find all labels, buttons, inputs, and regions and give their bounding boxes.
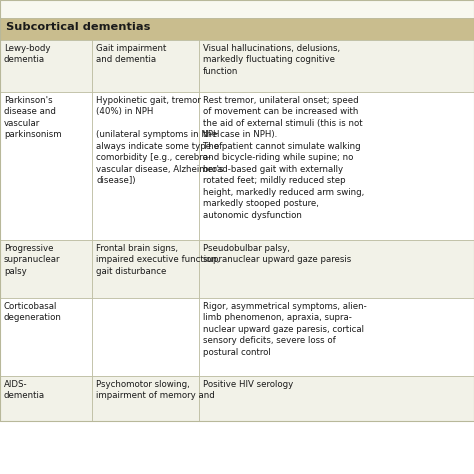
Bar: [92, 240, 199, 298]
Bar: [92, 40, 199, 92]
Text: AIDS-
dementia: AIDS- dementia: [4, 380, 45, 401]
Bar: [0, 298, 92, 376]
Text: Rigor, asymmetrical symptoms, alien-
limb phenomenon, apraxia, supra-
nuclear up: Rigor, asymmetrical symptoms, alien- lim…: [203, 302, 367, 357]
Bar: [199, 298, 474, 376]
Text: Parkinson's
disease and
vascular
parkinsonism: Parkinson's disease and vascular parkins…: [4, 96, 62, 139]
Bar: [92, 298, 199, 376]
Bar: [0, 18, 474, 40]
Bar: [199, 240, 474, 298]
Bar: [0, 0, 474, 421]
Bar: [92, 92, 199, 240]
Text: Rest tremor, unilateral onset; speed
of movement can be increased with
the aid o: Rest tremor, unilateral onset; speed of …: [203, 96, 365, 219]
Text: Visual hallucinations, delusions,
markedly fluctuating cognitive
function: Visual hallucinations, delusions, marked…: [203, 44, 340, 76]
Text: Hypokinetic gait, tremor
(40%) in NPH

(unilateral symptoms in NPH
always indica: Hypokinetic gait, tremor (40%) in NPH (u…: [96, 96, 224, 185]
Bar: [92, 376, 199, 421]
Bar: [199, 376, 474, 421]
Bar: [199, 92, 474, 240]
Text: Subcortical dementias: Subcortical dementias: [6, 22, 150, 32]
Text: Pseudobulbar palsy,
supranuclear upward gaze paresis: Pseudobulbar palsy, supranuclear upward …: [203, 244, 351, 264]
Text: Lewy-body
dementia: Lewy-body dementia: [4, 44, 51, 64]
Text: Progressive
supranuclear
palsy: Progressive supranuclear palsy: [4, 244, 61, 276]
Bar: [0, 92, 92, 240]
Bar: [0, 40, 92, 92]
Bar: [0, 240, 92, 298]
Text: Corticobasal
degeneration: Corticobasal degeneration: [4, 302, 62, 322]
Bar: [199, 40, 474, 92]
Text: Gait impairment
and dementia: Gait impairment and dementia: [96, 44, 167, 64]
Text: Psychomotor slowing,
impairment of memory and: Psychomotor slowing, impairment of memor…: [96, 380, 215, 401]
Bar: [0, 376, 92, 421]
Text: Frontal brain signs,
impaired executive function,
gait disturbance: Frontal brain signs, impaired executive …: [96, 244, 220, 276]
Text: Positive HIV serology: Positive HIV serology: [203, 380, 293, 389]
Bar: [0, 0, 474, 18]
